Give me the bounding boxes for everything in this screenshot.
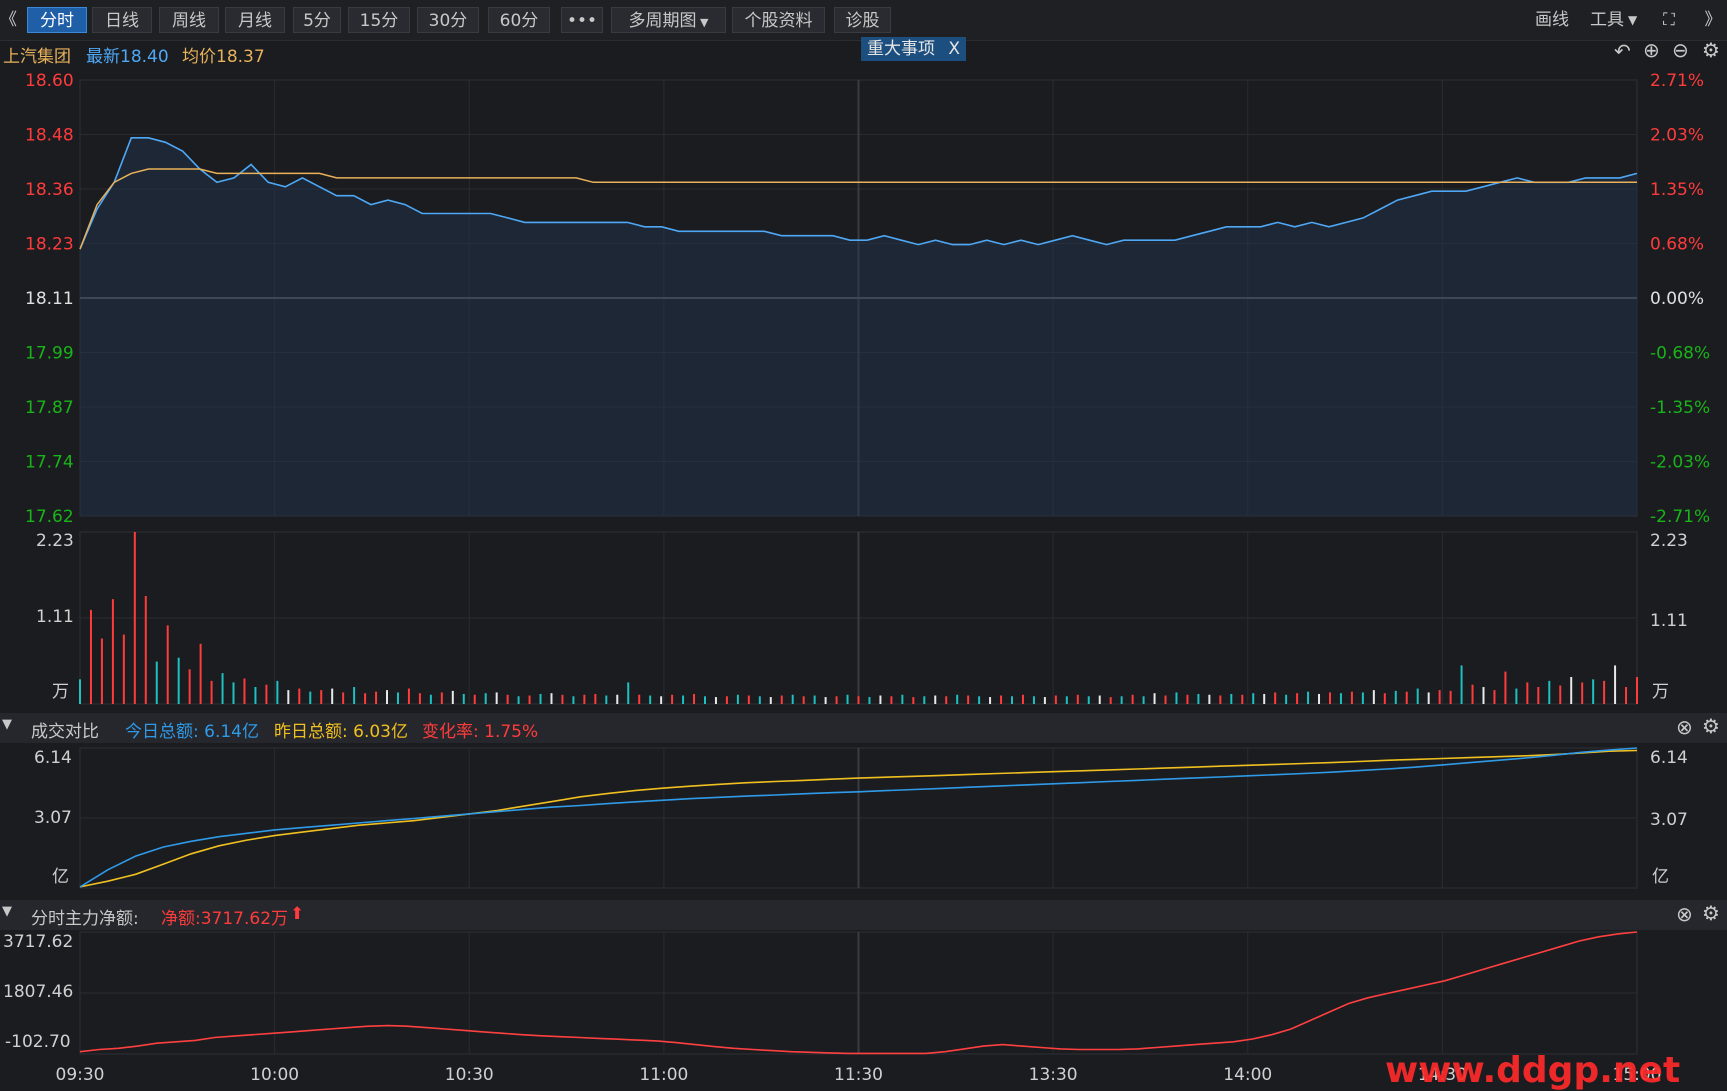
price-area-fill <box>80 137 1637 517</box>
net-flow-line <box>79 931 1638 1055</box>
time-axis-label: 09:30 <box>56 1065 105 1085</box>
main-flow-title: 分时主力净额: <box>31 909 139 929</box>
toolbar-button-7[interactable]: 60分 <box>488 7 550 33</box>
flow-tick-label: 3717.62 <box>3 932 73 952</box>
price-tick-label: 18.60 <box>25 71 74 91</box>
watermark-text: www.ddgp.net <box>1385 1050 1681 1091</box>
turnover-tick-label: 3.07 <box>1650 810 1688 830</box>
turnover-tick-label: 6.14 <box>1650 748 1688 768</box>
price-tick-label: 18.36 <box>25 180 74 200</box>
price-tick-label: 18.11 <box>25 289 74 309</box>
arrow-up-icon: ⬆ <box>290 904 305 924</box>
chevron-down-icon[interactable]: ▼ <box>1628 13 1638 27</box>
pct-tick-label: -0.68% <box>1650 344 1710 364</box>
toolbar-button-4[interactable]: 5分 <box>293 7 341 33</box>
close-circle-icon[interactable]: ⊗ <box>1676 715 1693 739</box>
average-price: 均价18.37 <box>182 47 265 67</box>
net-amount-label: 净额:3717.62万 <box>161 909 289 929</box>
time-axis-label: 11:00 <box>639 1065 688 1085</box>
toolbar-button-2[interactable]: 周线 <box>159 7 219 33</box>
flow-tick-label: -102.70 <box>5 1032 71 1052</box>
toolbar-button-3[interactable]: 月线 <box>225 7 285 33</box>
volume-tick-label: 2.23 <box>36 531 74 551</box>
pct-tick-label: 0.00% <box>1650 289 1704 309</box>
undo-icon[interactable]: ↶ <box>1614 39 1631 63</box>
pct-tick-label: 0.68% <box>1650 235 1704 255</box>
settings-gear-icon[interactable]: ⚙ <box>1702 38 1720 62</box>
turnover-compare-header: ▼ 成交对比 今日总额: 6.14亿 昨日总额: 6.03亿 变化率: 1.75… <box>0 713 1727 743</box>
volume-unit-label: 万 <box>52 682 69 702</box>
collapse-triangle-icon[interactable]: ▼ <box>2 717 12 732</box>
settings-gear-icon[interactable]: ⚙ <box>1702 901 1720 925</box>
price-tick-label: 17.87 <box>25 398 74 418</box>
price-grid-frame <box>79 79 1638 517</box>
price-tick-label: 17.74 <box>25 453 74 473</box>
major-event-tag[interactable]: 重大事项 X <box>861 37 967 61</box>
price-tick-label: 18.48 <box>25 126 74 146</box>
pct-tick-label: 2.71% <box>1650 71 1704 91</box>
time-axis-label: 13:30 <box>1029 1065 1078 1085</box>
time-axis-label: 10:00 <box>250 1065 299 1085</box>
volume-grid-frame <box>79 531 1638 705</box>
main-flow-header: ▼ 分时主力净额: 净额:3717.62万 ⬆ ⊗ ⚙ <box>0 900 1727 930</box>
volume-tick-label: 2.23 <box>1650 531 1688 551</box>
price-tick-label: 18.23 <box>25 235 74 255</box>
quote-info-bar: 上汽集团 最新18.40 均价18.37 重大事项 X ↶ ⊕ ⊖ ⚙ <box>0 37 1727 69</box>
yesterday-total-label: 昨日总额: 6.03亿 <box>274 722 408 742</box>
price-tick-label: 17.62 <box>25 507 74 527</box>
toolbar-button-6[interactable]: 30分 <box>417 7 479 33</box>
close-circle-icon[interactable]: ⊗ <box>1676 902 1693 926</box>
pct-tick-label: -2.03% <box>1650 453 1710 473</box>
draw-line-button[interactable]: 画线 <box>1535 10 1569 30</box>
latest-price: 最新18.40 <box>86 47 169 67</box>
turnover-compare-title: 成交对比 <box>31 722 99 742</box>
fullscreen-icon[interactable]: ⛶ <box>1663 10 1675 30</box>
price-tick-label: 17.99 <box>25 344 74 364</box>
volume-tick-label: 1.11 <box>1650 611 1688 631</box>
toolbar-button-0[interactable]: 分时 <box>27 7 87 33</box>
period-toolbar: 《 分时 日线 周线 月线 5分 15分 30分 60分 ••• 多周期图 ▼ 个股资料 诊股 画线 … <box>0 0 1727 41</box>
today-total-label: 今日总额: 6.14亿 <box>125 722 259 742</box>
pct-tick-label: 2.03% <box>1650 126 1704 146</box>
pct-tick-label: -1.35% <box>1650 398 1710 418</box>
collapse-right-icon[interactable]: 》 <box>1704 10 1722 30</box>
toolbar-button-9[interactable]: 多周期图 ▼ <box>611 7 726 33</box>
price-series-line <box>79 137 1638 250</box>
toolbar-button-5[interactable]: 15分 <box>348 7 410 33</box>
today-cum-line <box>79 747 1638 888</box>
chevron-down-icon: ▼ <box>696 16 709 29</box>
toolbar-button-11[interactable]: 诊股 <box>834 7 891 33</box>
stock-name: 上汽集团 <box>3 47 71 67</box>
turnover-unit-label: 亿 <box>1652 867 1669 887</box>
collapse-left-icon[interactable]: 《 <box>0 10 17 30</box>
turnover-tick-label: 6.14 <box>34 748 72 768</box>
zoom-in-icon[interactable]: ⊕ <box>1643 38 1660 62</box>
yesterday-cum-line <box>79 749 1638 888</box>
avg-price-series-line <box>79 168 1637 250</box>
turnover-tick-label: 3.07 <box>34 808 72 828</box>
toolbar-button-10[interactable]: 个股资料 <box>732 7 825 33</box>
zoom-out-icon[interactable]: ⊖ <box>1672 38 1689 62</box>
turnover-unit-label: 亿 <box>52 867 69 887</box>
pct-tick-label: 1.35% <box>1650 180 1704 200</box>
volume-tick-label: 1.11 <box>36 607 74 627</box>
close-icon[interactable]: X <box>948 39 961 59</box>
tools-menu-button[interactable]: 工具 <box>1590 10 1624 30</box>
flow-grid-frame <box>79 931 1638 1055</box>
pct-tick-label: -2.71% <box>1650 507 1710 527</box>
time-axis-label: 14:00 <box>1223 1065 1272 1085</box>
turnover-grid-frame <box>79 747 1638 889</box>
toolbar-button-1[interactable]: 日线 <box>92 7 152 33</box>
major-event-label: 重大事项 <box>867 39 935 59</box>
collapse-triangle-icon[interactable]: ▼ <box>2 904 12 919</box>
flow-tick-label: 1807.46 <box>3 982 73 1002</box>
toolbar-button-8[interactable]: ••• <box>561 7 603 33</box>
time-axis-label: 11:30 <box>834 1065 883 1085</box>
volume-unit-label: 万 <box>1652 682 1669 702</box>
settings-gear-icon[interactable]: ⚙ <box>1702 714 1720 738</box>
change-rate-label: 变化率: 1.75% <box>422 722 539 742</box>
time-axis-label: 10:30 <box>445 1065 494 1085</box>
